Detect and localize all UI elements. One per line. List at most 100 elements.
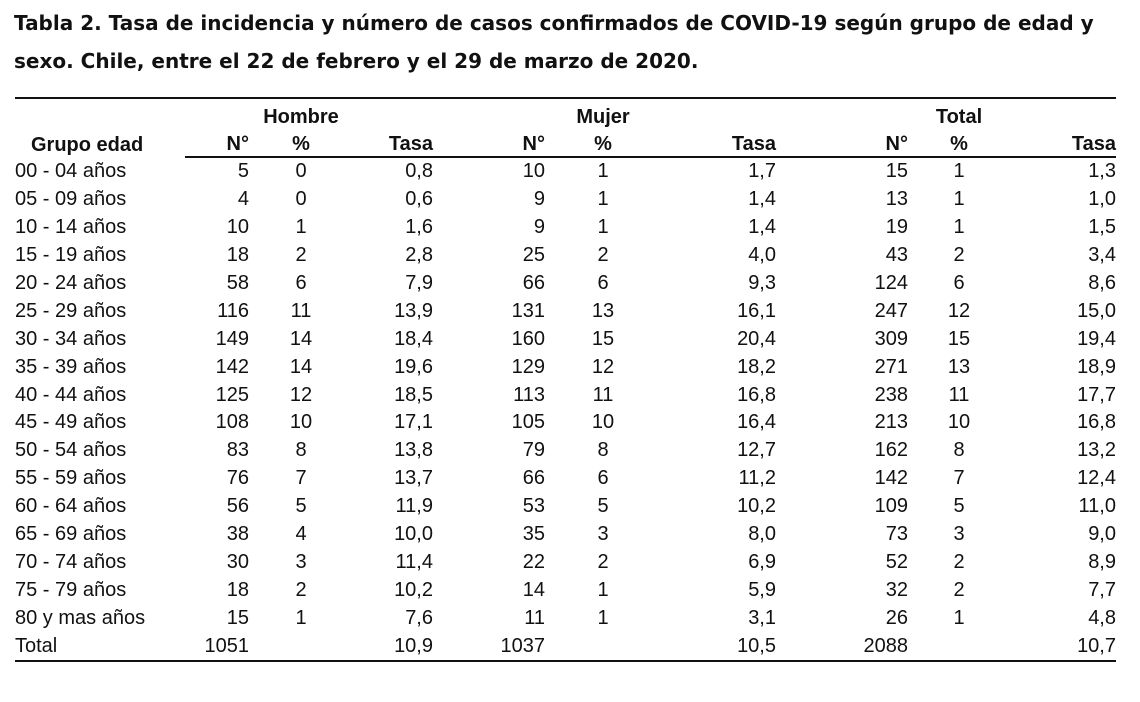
cell-n-mujer: 79	[522, 439, 545, 462]
cell-pct-hombre: 3	[295, 550, 307, 573]
cell-n-mujer: 11	[524, 606, 545, 629]
cell-tasa-mujer: 9,3	[748, 272, 776, 294]
cell-pct-mujer: 6	[597, 272, 609, 294]
table-row: 15 - 19 años 18 2 2,8 25 2 4,0 43 2 3,4	[15, 242, 1116, 270]
cell-n-hombre: 142	[215, 355, 249, 378]
cell-n-mujer: 35	[522, 523, 545, 546]
table-row: 20 - 24 años 58 6 7,9 66 6 9,3 124 6 8,6	[15, 270, 1116, 298]
table-row: 70 - 74 años 30 3 11,4 22 2 6,9 52 2 8,9	[15, 548, 1116, 576]
cell-tasa-hombre: 11,4	[395, 550, 433, 573]
cell-pct-mujer: 1	[597, 606, 609, 629]
cell-pct-hombre: 6	[295, 272, 307, 294]
table-row: 45 - 49 años 108 10 17,1 105 10 16,4 213 10 16,8	[15, 409, 1116, 437]
cell-tasa-total: 8,6	[1088, 272, 1116, 294]
cell-pct-total: 11	[948, 383, 970, 406]
col-header-pct-hombre: %	[249, 129, 353, 158]
cell-pct-total: 8	[953, 439, 965, 462]
cell-pct-mujer: 11	[592, 383, 614, 406]
table-row: 50 - 54 años 83 8 13,8 79 8 12,7 162 8 13,2	[15, 437, 1116, 465]
age-group-label: Total	[15, 632, 185, 663]
cell-n-total: 124	[874, 272, 908, 294]
table-row: Total 1051 10,9 1037 10,5 2088 10,7	[15, 632, 1116, 663]
cell-n-total: 247	[874, 299, 908, 322]
table-row: 55 - 59 años 76 7 13,7 66 6 11,2 142 7 12,4	[15, 465, 1116, 493]
cell-tasa-hombre: 7,6	[405, 606, 433, 629]
cell-pct-mujer: 12	[591, 355, 615, 378]
cell-pct-total: 2	[953, 578, 965, 601]
cell-n-hombre: 76	[226, 467, 249, 490]
age-group-label: 20 - 24 años	[15, 272, 127, 294]
table-body: 00 - 04 años 5 0 0,8 10 1 1,7 15 1 1,3 05 - 09 año…	[15, 157, 1116, 663]
col-header-n-total: N°	[776, 129, 908, 158]
cell-n-total: 2088	[776, 632, 908, 663]
table-caption: Tabla 2. Tasa de incidencia y número de …	[14, 4, 1114, 80]
cell-tasa-hombre: 0,8	[405, 160, 433, 183]
cell-pct-hombre: 14	[289, 327, 313, 350]
cell-n-total: 19	[885, 216, 908, 239]
cell-tasa-total: 1,3	[1088, 160, 1116, 183]
cell-tasa-mujer: 16,4	[737, 411, 776, 434]
age-group-label: 70 - 74 años	[15, 550, 127, 573]
cell-n-total: 162	[874, 439, 908, 462]
cell-pct-total: 13	[947, 355, 971, 378]
cell-pct-total: 7	[953, 467, 965, 490]
cell-n-total: 142	[874, 467, 908, 490]
cell-tasa-total: 16,8	[1077, 411, 1116, 434]
cell-n-total: 309	[874, 327, 908, 350]
age-group-label: 25 - 29 años	[15, 299, 127, 322]
cell-pct-hombre: 5	[295, 495, 307, 518]
cell-tasa-mujer: 1,4	[748, 188, 776, 211]
cell-pct-hombre: 2	[295, 244, 307, 267]
col-header-n-hombre: N°	[185, 129, 249, 158]
cell-pct-hombre: 8	[295, 439, 307, 462]
cell-tasa-hombre: 10,0	[394, 523, 433, 546]
covid-cases-table: Grupo edad Hombre Mujer Total N° % Tasa …	[15, 97, 1116, 663]
cell-tasa-mujer: 20,4	[737, 327, 776, 350]
cell-pct-mujer: 1	[597, 578, 609, 601]
age-group-label: 75 - 79 años	[15, 578, 127, 601]
cell-pct-mujer: 6	[597, 467, 609, 490]
cell-pct-total: 1	[953, 160, 965, 183]
cell-tasa-total: 8,9	[1088, 550, 1116, 573]
age-group-label: 55 - 59 años	[15, 467, 127, 490]
cell-tasa-mujer: 4,0	[748, 244, 776, 267]
cell-pct-total: 15	[947, 327, 971, 350]
cell-n-hombre: 108	[215, 411, 249, 434]
cell-n-hombre: 5	[237, 160, 249, 183]
cell-pct-total: 1	[953, 606, 965, 629]
table-row: 30 - 34 años 149 14 18,4 160 15 20,4 309 15 19,4	[15, 325, 1116, 353]
cell-pct-mujer: 5	[597, 495, 609, 518]
cell-tasa-hombre: 10,2	[394, 578, 433, 601]
age-group-label: 65 - 69 años	[15, 523, 127, 546]
age-group-label: 80 y mas años	[15, 606, 146, 629]
cell-n-hombre: 30	[226, 550, 249, 573]
cell-pct-total: 3	[953, 523, 965, 546]
cell-pct-hombre: 4	[295, 523, 307, 546]
caption-line-2: sexo. Chile, entre el 22 de febrero y el…	[14, 49, 699, 73]
cell-pct-hombre: 1	[295, 606, 307, 629]
cell-n-total: 26	[885, 606, 908, 629]
cell-n-total: 43	[885, 244, 908, 267]
cell-pct-total: 5	[953, 495, 965, 518]
cell-tasa-total: 1,5	[1088, 216, 1116, 239]
cell-pct-mujer: 15	[591, 327, 615, 350]
col-header-pct-mujer: %	[545, 129, 661, 158]
cell-tasa-hombre: 17,1	[394, 411, 433, 434]
cell-tasa-total: 18,9	[1077, 355, 1116, 378]
col-header-n-mujer: N°	[433, 129, 545, 158]
age-group-label: 05 - 09 años	[15, 188, 127, 211]
cell-tasa-mujer: 12,7	[737, 439, 776, 462]
cell-tasa-mujer: 8,0	[748, 523, 776, 546]
cell-tasa-hombre: 19,6	[394, 355, 433, 378]
cell-n-total: 13	[885, 188, 908, 211]
cell-n-total: 213	[874, 411, 908, 434]
cell-pct-total: 1	[953, 216, 965, 239]
cell-n-hombre: 56	[226, 495, 249, 518]
age-group-label: 00 - 04 años	[15, 159, 127, 182]
col-header-tasa-total: Tasa	[1010, 129, 1116, 158]
cell-pct-hombre: 14	[289, 355, 313, 378]
group-header-mujer: Mujer	[545, 97, 661, 129]
table-row: 75 - 79 años 18 2 10,2 14 1 5,9 32 2 7,7	[15, 576, 1116, 604]
cell-n-hombre: 15	[226, 606, 249, 629]
subcolumn-header-row: N° % Tasa N° % Tasa N° % Tasa	[15, 129, 1116, 158]
